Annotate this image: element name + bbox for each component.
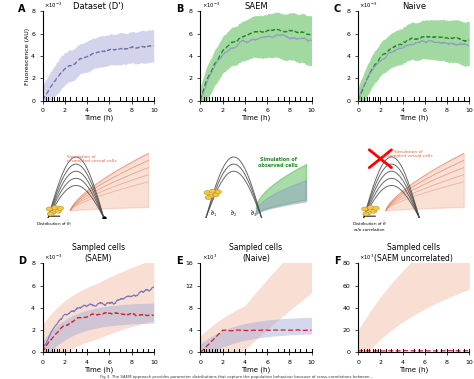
Circle shape: [373, 206, 379, 210]
Text: E: E: [176, 256, 182, 266]
Text: Simulation of
observed cells: Simulation of observed cells: [258, 157, 298, 168]
Text: A: A: [18, 4, 26, 14]
Circle shape: [204, 191, 210, 194]
Circle shape: [363, 212, 369, 216]
Circle shape: [55, 209, 61, 213]
X-axis label: Time (h): Time (h): [241, 366, 271, 373]
Circle shape: [50, 211, 56, 215]
Title: SAEM: SAEM: [244, 2, 268, 11]
Circle shape: [47, 212, 54, 216]
Text: D: D: [18, 256, 26, 266]
Circle shape: [52, 205, 58, 210]
Text: $\times10^{-3}$: $\times10^{-3}$: [44, 1, 62, 11]
Title: Sampled cells
(SAEM uncorrelated): Sampled cells (SAEM uncorrelated): [374, 243, 453, 263]
Circle shape: [207, 194, 213, 198]
X-axis label: Time (h): Time (h): [241, 114, 271, 121]
Circle shape: [210, 189, 216, 193]
Text: $\hat{\theta}_2$: $\hat{\theta}_2$: [230, 208, 237, 219]
X-axis label: Time (h): Time (h): [399, 114, 428, 121]
Circle shape: [46, 207, 53, 211]
Text: $\hat{\theta}_1$: $\hat{\theta}_1$: [210, 208, 217, 219]
X-axis label: Time (h): Time (h): [83, 366, 113, 373]
Text: $\times10^{-3}$: $\times10^{-3}$: [44, 253, 62, 262]
Text: C: C: [334, 4, 341, 14]
Circle shape: [215, 190, 221, 194]
Title: Sampled cells
(SAEM): Sampled cells (SAEM): [72, 243, 125, 263]
Text: Fig 3. The SAEM approach provides parameter distributions that capture the popul: Fig 3. The SAEM approach provides parame…: [100, 375, 374, 379]
Text: $\hat{\theta}_3$: $\hat{\theta}_3$: [250, 208, 257, 219]
Circle shape: [205, 196, 211, 200]
Title: Sampled cells
(Naive): Sampled cells (Naive): [229, 243, 283, 263]
Text: F: F: [334, 256, 340, 266]
Text: $\times10^{3}$: $\times10^{3}$: [359, 253, 374, 262]
Circle shape: [362, 207, 368, 211]
Circle shape: [367, 205, 374, 210]
Circle shape: [371, 209, 377, 213]
Y-axis label: Fluorescence (AU): Fluorescence (AU): [25, 27, 30, 85]
Text: Distribution of $\hat{\theta}_i$: Distribution of $\hat{\theta}_i$: [36, 220, 72, 228]
Text: $\times10^{3}$: $\times10^{3}$: [201, 253, 217, 262]
Text: $\times10^{-3}$: $\times10^{-3}$: [201, 1, 220, 11]
X-axis label: Time (h): Time (h): [83, 114, 113, 121]
Text: Simulation of
resampled virtual cells: Simulation of resampled virtual cells: [383, 150, 433, 158]
Text: Simulation of
resampled virtual cells: Simulation of resampled virtual cells: [67, 155, 117, 163]
Circle shape: [365, 211, 371, 215]
Title: Dataset (D'): Dataset (D'): [73, 2, 124, 11]
Text: Distribution of $\hat{\theta}$
w/o correlation: Distribution of $\hat{\theta}$ w/o corre…: [352, 220, 387, 232]
Circle shape: [57, 206, 64, 210]
Circle shape: [213, 193, 219, 197]
Text: B: B: [176, 4, 183, 14]
X-axis label: Time (h): Time (h): [399, 366, 428, 373]
Text: $\times10^{-3}$: $\times10^{-3}$: [359, 1, 378, 11]
Title: Naive: Naive: [401, 2, 426, 11]
